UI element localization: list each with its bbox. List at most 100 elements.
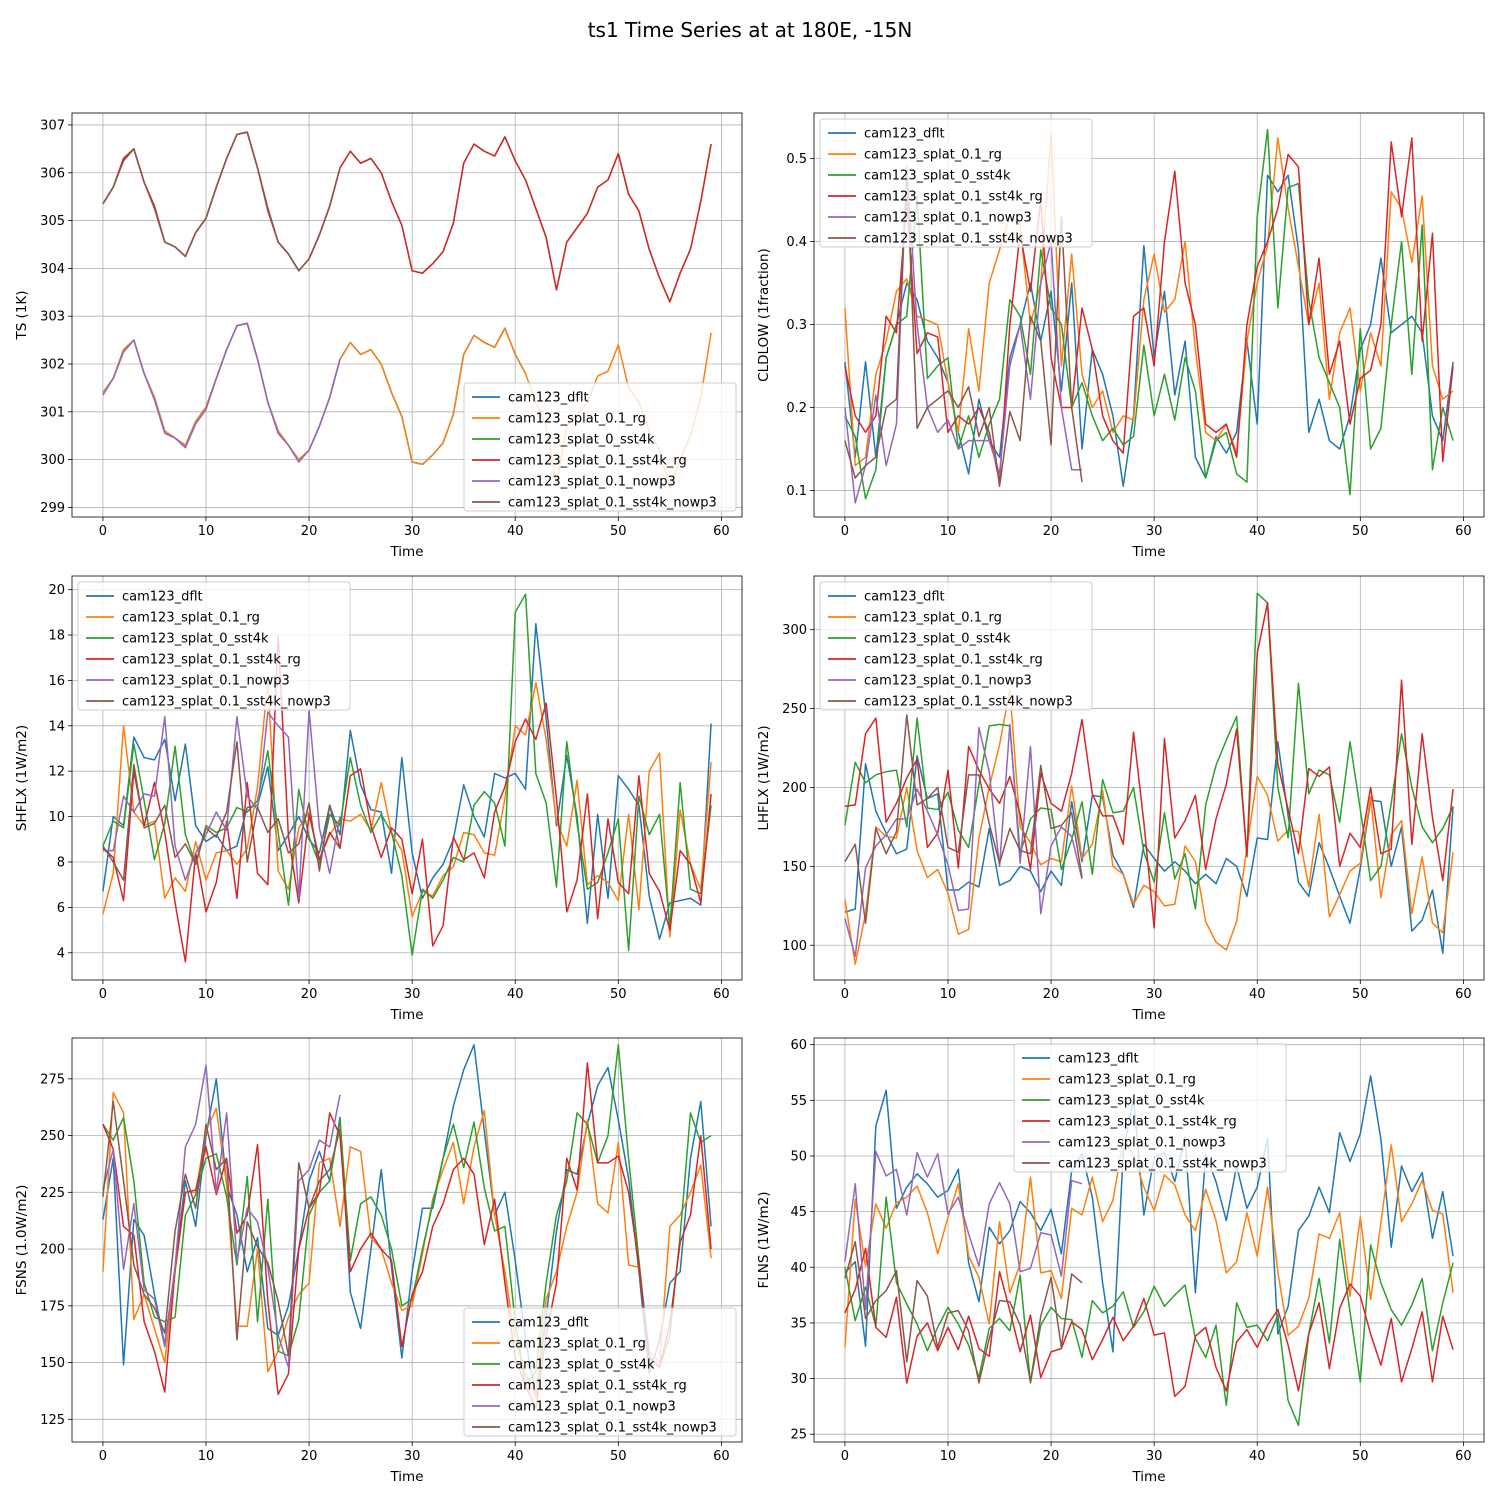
series-line-cam123_splat_0_sst4k — [102, 1044, 712, 1387]
series-line-cam123_splat_0.1_rg — [844, 132, 1454, 467]
series-line-cam123_splat_0.1_nowp3 — [102, 709, 341, 900]
y-tick-label: 302 — [40, 358, 65, 373]
series-line-cam123_splat_0.1_nowp3 — [844, 723, 1083, 958]
x-tick-label: 40 — [1249, 987, 1266, 1002]
legend-label: cam123_splat_0.1_rg — [864, 148, 1002, 163]
legend-label: cam123_dflt — [1058, 1052, 1139, 1067]
y-tick-label: 200 — [40, 1243, 65, 1258]
subplot-cldlow: 0 10 20 30 40 50 60 0.1 0.2 0.3 0.4 0.5 Time CLDLOW (… — [756, 112, 1485, 560]
y-axis-label: FSNS (1.0W/m2) — [14, 1185, 30, 1296]
x-tick-label: 10 — [198, 987, 215, 1002]
series-line-cam123_splat_0.1_sst4k_rg — [844, 137, 1454, 483]
legend-label: cam123_splat_0.1_sst4k_rg — [864, 653, 1043, 668]
legend-label: cam123_dflt — [508, 1316, 589, 1331]
y-tick-label: 30 — [790, 1372, 807, 1387]
legend-label: cam123_dflt — [864, 590, 945, 605]
series-line-cam123_splat_0.1_nowp3 — [102, 322, 341, 463]
y-axis-label: CLDLOW (1fraction) — [756, 248, 772, 382]
y-tick-label: 6 — [57, 901, 65, 916]
x-tick-label: 10 — [940, 524, 957, 539]
legend-label: cam123_splat_0.1_sst4k_rg — [508, 454, 687, 469]
series-line-cam123_splat_0.1_sst4k_rg — [102, 634, 712, 963]
legend-label: cam123_splat_0_sst4k — [1058, 1094, 1205, 1109]
x-tick-label: 10 — [198, 524, 215, 539]
series-line-cam123_splat_0.1_sst4k_rg — [102, 1062, 712, 1409]
y-tick-label: 0.5 — [786, 152, 807, 167]
legend-box — [819, 118, 1093, 248]
x-tick-label: 10 — [940, 1449, 957, 1464]
y-tick-label: 35 — [790, 1316, 807, 1331]
legend-label: cam123_splat_0_sst4k — [864, 632, 1011, 647]
y-tick-label: 175 — [40, 1299, 65, 1314]
y-tick-label: 250 — [782, 702, 807, 717]
y-tick-label: 150 — [782, 860, 807, 875]
series-line-cam123_splat_0.1_rg — [844, 1139, 1454, 1348]
y-axis-label: LHFLX (1W/m2) — [756, 725, 772, 830]
legend: cam123_dflt cam123_splat_0.1_rg cam123_spl… — [463, 382, 737, 512]
y-tick-label: 45 — [790, 1205, 807, 1220]
y-tick-label: 150 — [40, 1356, 65, 1371]
legend: cam123_dflt cam123_splat_0.1_rg cam123_spl… — [77, 581, 351, 711]
y-tick-label: 301 — [40, 405, 65, 420]
x-tick-label: 40 — [507, 1449, 524, 1464]
legend-box — [463, 382, 737, 512]
legend-label: cam123_splat_0.1_nowp3 — [864, 674, 1032, 689]
series-line-cam123_splat_0.1_sst4k_nowp3 — [844, 1240, 1083, 1384]
subplot-shflx: 0 10 20 30 40 50 60 4 6 8 10 12 14 16 18 20 Time SHFLX (1… — [14, 575, 743, 1023]
y-tick-label: 18 — [48, 629, 65, 644]
series-line-cam123_splat_0_sst4k — [844, 592, 1454, 910]
series-line-cam123_splat_0.1_rg — [102, 322, 712, 490]
y-axis-label: TS (1K) — [14, 290, 30, 340]
x-tick-label: 0 — [841, 987, 849, 1002]
legend: cam123_dflt cam123_splat_0.1_rg cam123_spl… — [819, 581, 1093, 711]
y-tick-label: 225 — [40, 1186, 65, 1201]
y-tick-label: 0.1 — [786, 484, 807, 499]
x-tick-label: 20 — [301, 1449, 318, 1464]
series-line-cam123_splat_0.1_sst4k_nowp3 — [844, 714, 1083, 924]
x-axis-label: Time — [389, 544, 423, 560]
x-tick-label: 40 — [507, 524, 524, 539]
legend-box — [77, 581, 351, 711]
axes-frame — [71, 112, 743, 518]
x-tick-label: 60 — [1455, 1449, 1472, 1464]
y-tick-label: 100 — [782, 939, 807, 954]
axes-frame — [813, 1037, 1485, 1443]
legend-label: cam123_splat_0.1_rg — [122, 611, 260, 626]
y-tick-label: 40 — [790, 1261, 807, 1276]
axes-frame — [813, 575, 1485, 981]
legend-label: cam123_splat_0.1_sst4k_nowp3 — [508, 496, 717, 511]
y-tick-label: 307 — [40, 118, 65, 133]
legend-label: cam123_dflt — [122, 590, 203, 605]
y-tick-label: 55 — [790, 1094, 807, 1109]
y-tick-label: 60 — [790, 1038, 807, 1053]
x-tick-label: 50 — [610, 524, 627, 539]
series-line-cam123_splat_0.1_sst4k_rg — [844, 602, 1454, 929]
y-tick-label: 10 — [48, 810, 65, 825]
x-tick-label: 0 — [99, 524, 107, 539]
figure-title: ts1 Time Series at at 180E, -15N — [588, 18, 913, 42]
x-axis-label: Time — [1131, 1469, 1165, 1485]
y-tick-label: 299 — [40, 501, 65, 516]
y-axis-label: FLNS (1W/m2) — [756, 1191, 772, 1288]
x-tick-label: 20 — [301, 524, 318, 539]
x-tick-label: 60 — [1455, 524, 1472, 539]
y-axis-label: SHFLX (1W/m2) — [14, 725, 30, 831]
series-lines — [102, 1044, 712, 1409]
y-tick-label: 125 — [40, 1413, 65, 1428]
legend-label: cam123_splat_0.1_nowp3 — [508, 1400, 676, 1415]
gridlines — [814, 1038, 1484, 1442]
y-tick-label: 12 — [48, 765, 65, 780]
x-tick-label: 20 — [1043, 987, 1060, 1002]
x-tick-label: 20 — [301, 987, 318, 1002]
legend-label: cam123_splat_0.1_rg — [508, 1337, 646, 1352]
y-tick-label: 4 — [57, 946, 65, 961]
legend-box — [463, 1307, 737, 1437]
legend-label: cam123_splat_0_sst4k — [508, 1358, 655, 1373]
y-tick-label: 16 — [48, 674, 65, 689]
legend-label: cam123_splat_0.1_sst4k_nowp3 — [508, 1421, 717, 1436]
x-tick-label: 30 — [1146, 1449, 1163, 1464]
series-line-cam123_splat_0.1_sst4k_nowp3 — [102, 131, 341, 272]
x-axis-label: Time — [389, 1007, 423, 1023]
legend-label: cam123_splat_0.1_sst4k_rg — [508, 1379, 687, 1394]
legend-label: cam123_splat_0.1_nowp3 — [864, 211, 1032, 226]
